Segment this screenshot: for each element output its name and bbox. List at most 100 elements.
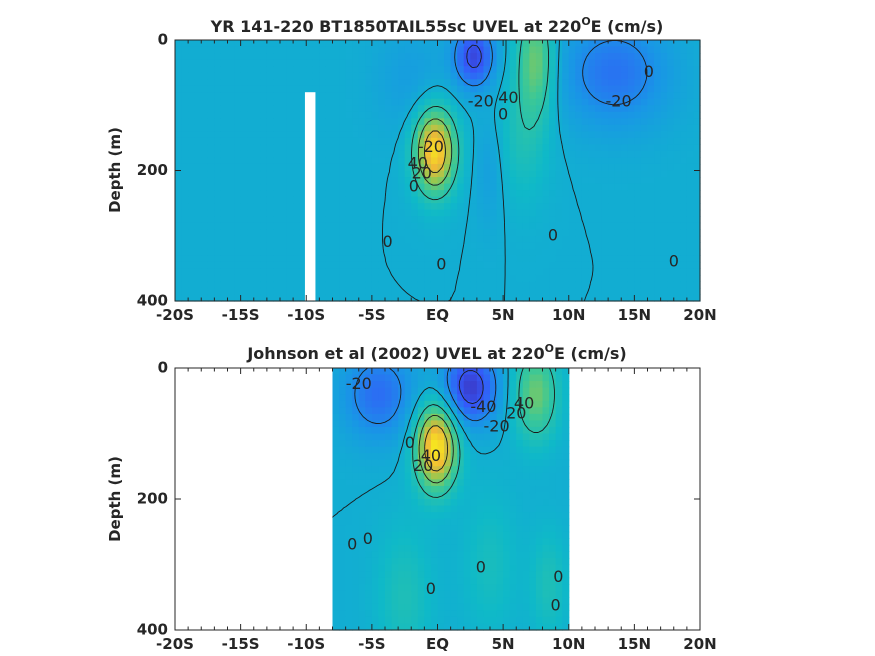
heatmap-cell — [680, 79, 688, 87]
heatmap-cell — [319, 98, 327, 106]
heatmap-cell — [535, 190, 544, 198]
heatmap-cell — [234, 196, 242, 204]
heatmap-cell — [463, 229, 471, 237]
heatmap-cell — [660, 157, 668, 165]
heatmap-cell — [568, 216, 576, 224]
heatmap-cell — [503, 426, 511, 435]
heatmap-cell — [181, 216, 189, 224]
heatmap-cell — [312, 183, 320, 191]
heatmap-cell — [680, 235, 688, 243]
heatmap-cell — [660, 229, 668, 237]
heatmap-cell — [588, 131, 596, 139]
heatmap-cell — [260, 177, 268, 185]
heatmap-cell — [404, 261, 412, 269]
heatmap-cell — [312, 53, 320, 61]
heatmap-cell — [430, 544, 439, 552]
heatmap-cell — [385, 564, 393, 572]
heatmap-cell — [220, 40, 229, 48]
heatmap-cell — [194, 46, 202, 54]
heatmap-cell — [234, 157, 242, 165]
heatmap-cell — [371, 235, 380, 243]
heatmap-cell — [345, 466, 353, 474]
heatmap-cell — [516, 144, 524, 152]
heatmap-cell — [601, 209, 609, 217]
heatmap-cell — [312, 144, 320, 152]
heatmap-cell — [509, 505, 517, 513]
heatmap-cell — [522, 479, 530, 487]
heatmap-cell — [398, 170, 406, 178]
heatmap-cell — [660, 203, 668, 211]
heatmap-cell — [444, 616, 452, 625]
heatmap-cell — [411, 420, 419, 428]
heatmap-cell — [608, 190, 616, 198]
heatmap-cell — [516, 131, 524, 139]
heatmap-cell — [352, 235, 360, 243]
heatmap-cell — [529, 603, 537, 611]
heatmap-cell — [247, 53, 255, 61]
heatmap-cell — [522, 426, 530, 435]
heatmap-cell — [175, 281, 183, 289]
heatmap-cell — [627, 150, 635, 159]
heatmap-cell — [614, 111, 622, 119]
heatmap-cell — [430, 216, 439, 224]
heatmap-cell — [339, 426, 347, 435]
heatmap-cell — [575, 274, 583, 283]
heatmap-cell — [378, 426, 386, 435]
heatmap-cell — [549, 229, 557, 237]
heatmap-cell — [621, 255, 629, 263]
contour-label: 0 — [498, 105, 508, 124]
heatmap-cell — [227, 196, 235, 204]
heatmap-cell — [601, 79, 609, 87]
heatmap-cell — [220, 46, 229, 54]
heatmap-cell — [680, 105, 688, 113]
heatmap-cell — [667, 287, 675, 296]
heatmap-cell — [319, 105, 327, 113]
heatmap-cell — [358, 92, 366, 100]
heatmap-cell — [175, 163, 183, 172]
heatmap-cell — [640, 229, 649, 237]
heatmap-cell — [490, 105, 498, 113]
heatmap-cell — [378, 413, 386, 421]
heatmap-cell — [654, 163, 662, 172]
heatmap-cell — [345, 518, 353, 526]
heatmap-cell — [312, 248, 320, 256]
heatmap-cell — [496, 222, 504, 230]
heatmap-cell — [437, 85, 445, 93]
heatmap-cell — [266, 66, 275, 74]
heatmap-cell — [358, 616, 366, 625]
heatmap-cell — [568, 85, 576, 93]
heatmap-cell — [673, 222, 681, 230]
heatmap-cell — [444, 274, 452, 283]
heatmap-cell — [175, 53, 183, 61]
heatmap-cell — [319, 255, 327, 263]
heatmap-cell — [509, 531, 517, 539]
heatmap-cell — [227, 209, 235, 217]
heatmap-cell — [549, 144, 557, 152]
heatmap-cell — [430, 105, 439, 113]
heatmap-cell — [293, 203, 301, 211]
heatmap-cell — [430, 564, 439, 572]
heatmap-cell — [562, 281, 570, 289]
heatmap-cell — [634, 281, 642, 289]
heatmap-cell — [293, 255, 301, 263]
heatmap-cell — [450, 616, 458, 625]
heatmap-cell — [608, 46, 616, 54]
heatmap-cell — [332, 368, 340, 376]
heatmap-cell — [227, 274, 235, 283]
heatmap-cell — [371, 170, 380, 178]
heatmap-cell — [509, 53, 517, 61]
heatmap-cell — [575, 261, 583, 269]
heatmap-cell — [220, 137, 229, 146]
heatmap-cell — [188, 255, 196, 263]
heatmap-cell — [247, 92, 255, 100]
heatmap-cell — [470, 381, 478, 389]
heatmap-cell — [385, 203, 393, 211]
heatmap-cell — [260, 53, 268, 61]
heatmap-cell — [516, 603, 524, 611]
heatmap-cell — [588, 222, 596, 230]
heatmap-cell — [457, 479, 465, 487]
heatmap-cell — [417, 387, 425, 395]
heatmap-cell — [457, 400, 465, 408]
heatmap-cell — [424, 420, 432, 428]
